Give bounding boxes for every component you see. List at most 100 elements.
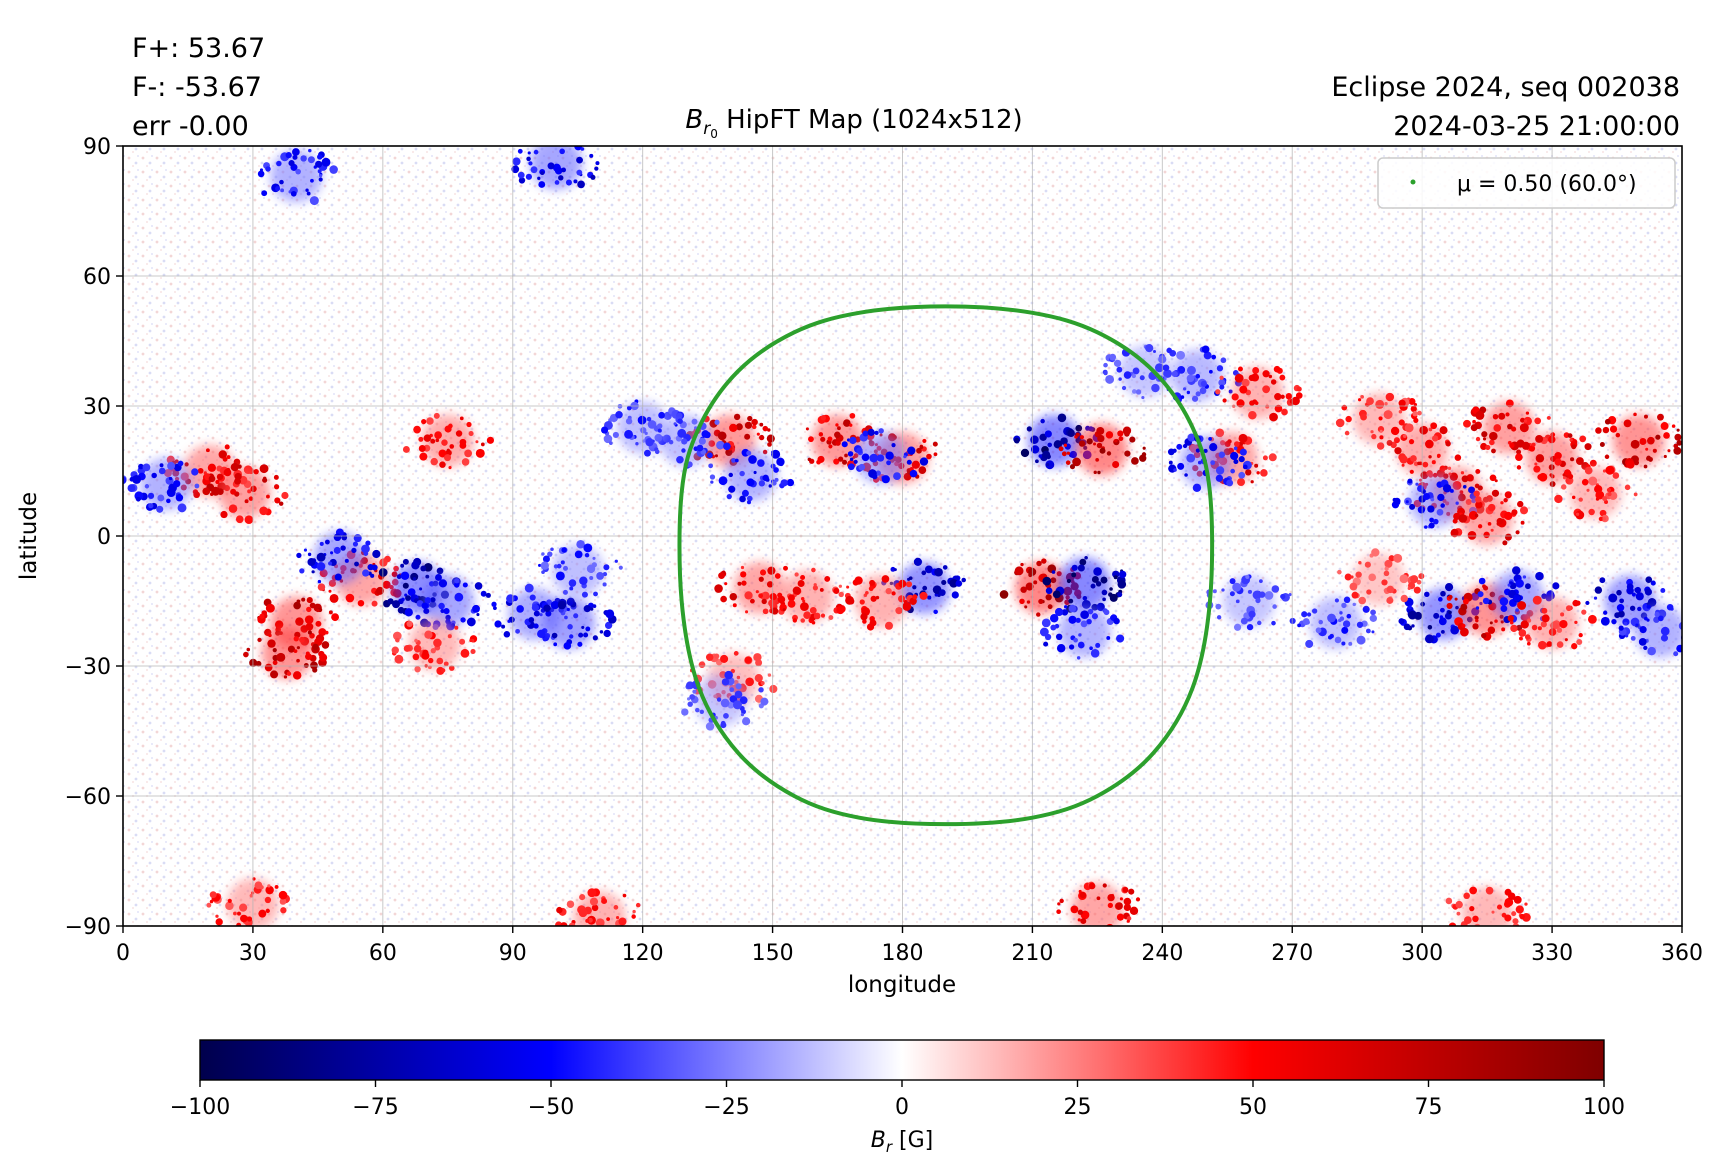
region-speckle (507, 619, 511, 623)
region-speckle (1667, 449, 1671, 453)
region-speckle (1502, 540, 1508, 546)
region-speckle (576, 156, 583, 164)
region-halo (421, 414, 474, 467)
region-speckle (858, 463, 866, 471)
region-speckle (1229, 578, 1236, 585)
region-speckle (1505, 412, 1510, 417)
region-speckle (1413, 586, 1421, 594)
region-speckle (734, 458, 739, 463)
region-speckle (1660, 626, 1670, 636)
region-speckle (912, 594, 918, 600)
region-speckle (803, 611, 811, 619)
region-speckle (800, 618, 806, 623)
region-speckle (1584, 466, 1593, 475)
region-speckle (838, 591, 844, 598)
region-speckle (438, 602, 445, 610)
region-speckle (1231, 393, 1239, 401)
region-speckle (1492, 413, 1499, 420)
region-speckle (1515, 530, 1520, 535)
region-speckle (676, 455, 684, 464)
region-speckle (1318, 619, 1323, 625)
region-speckle (1510, 624, 1518, 633)
region-speckle (316, 552, 326, 562)
region-speckle (1460, 471, 1465, 475)
region-speckle (1603, 610, 1608, 615)
region-speckle (236, 922, 242, 926)
region-speckle (543, 604, 551, 612)
region-speckle (529, 594, 536, 601)
region-speckle (1450, 625, 1460, 635)
region-speckle (1638, 638, 1647, 646)
region-speckle (1500, 620, 1504, 624)
region-speckle (1376, 442, 1385, 450)
region-speckle (1058, 446, 1064, 452)
region-speckle (1412, 410, 1418, 417)
region-speckle (1260, 469, 1268, 477)
region-speckle (392, 631, 402, 641)
active-region (1058, 423, 1147, 476)
region-speckle (261, 190, 268, 197)
region-speckle (921, 570, 927, 576)
region-speckle (1408, 397, 1416, 405)
region-speckle (1357, 398, 1362, 402)
region-speckle (1655, 434, 1661, 440)
region-speckle (1598, 516, 1604, 522)
region-halo (1569, 466, 1622, 519)
region-speckle (1398, 410, 1403, 414)
region-speckle (129, 476, 135, 482)
region-speckle (1448, 610, 1452, 615)
region-speckle (811, 567, 816, 573)
region-speckle (1504, 511, 1513, 521)
region-speckle (280, 907, 287, 914)
region-speckle (443, 608, 450, 615)
region-speckle (426, 417, 434, 425)
region-speckle (1405, 500, 1409, 504)
region-speckle (1039, 433, 1047, 441)
region-speckle (820, 436, 826, 442)
region-speckle (1504, 888, 1512, 896)
region-speckle (365, 540, 371, 546)
region-speckle (1619, 598, 1624, 604)
region-speckle (1020, 562, 1024, 567)
region-speckle (869, 453, 879, 463)
region-speckle (757, 459, 765, 467)
region-speckle (599, 630, 604, 634)
region-speckle (266, 494, 270, 499)
region-speckle (1230, 451, 1239, 461)
region-speckle (1399, 574, 1409, 584)
region-speckle (1100, 576, 1108, 584)
region-speckle (777, 595, 786, 604)
region-speckle (1520, 520, 1525, 525)
region-speckle (1470, 934, 1477, 941)
region-speckle (218, 450, 227, 459)
region-speckle (771, 449, 781, 459)
region-speckle (1129, 436, 1136, 443)
region-speckle (419, 587, 423, 591)
active-region (681, 670, 769, 731)
region-speckle (860, 613, 868, 621)
region-speckle (1452, 518, 1458, 524)
region-speckle (1535, 454, 1545, 463)
region-speckle (867, 428, 875, 436)
region-speckle (1061, 451, 1067, 457)
region-speckle (193, 491, 200, 499)
region-speckle (1168, 460, 1173, 465)
region-speckle (701, 430, 710, 438)
region-speckle (1652, 448, 1657, 453)
region-speckle (865, 590, 869, 595)
region-speckle (1238, 433, 1248, 443)
region-speckle (1585, 600, 1590, 606)
region-speckle (468, 431, 474, 437)
region-speckle (1370, 430, 1374, 434)
colorbar-label-subscript: r (886, 1138, 893, 1152)
region-speckle (1567, 473, 1574, 480)
region-speckle (1635, 592, 1644, 601)
region-speckle (1379, 429, 1383, 433)
region-speckle (541, 570, 545, 575)
region-speckle (1279, 374, 1286, 381)
y-tick-label: 60 (83, 265, 111, 290)
region-speckle (1365, 628, 1371, 634)
region-speckle (1678, 621, 1682, 630)
region-speckle (1440, 629, 1445, 634)
region-speckle (1493, 424, 1502, 432)
